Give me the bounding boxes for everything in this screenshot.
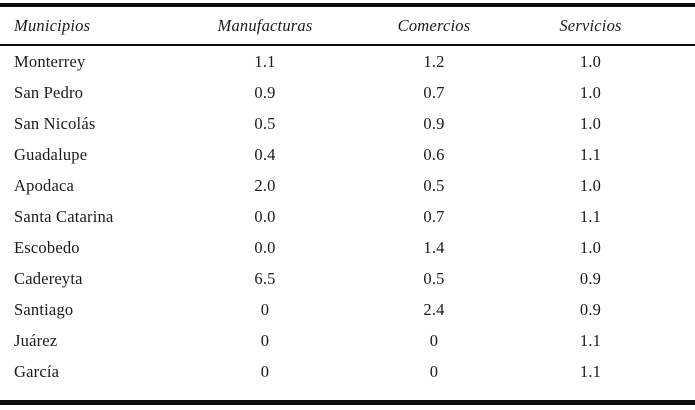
comercios-cell: 0.5 bbox=[423, 268, 445, 288]
municipios-table-container: Municipios Manufacturas Comercios Servic… bbox=[0, 3, 695, 405]
column-header-municipios: Municipios bbox=[0, 7, 190, 46]
servicios-cell: 1.0 bbox=[579, 51, 602, 71]
manufacturas-cell: 2.0 bbox=[254, 175, 276, 195]
municipio-cell: Juárez bbox=[14, 330, 58, 350]
comercios-cell: 0 bbox=[429, 330, 439, 350]
servicios-cell: 1.0 bbox=[579, 82, 602, 102]
column-header-servicios: Servicios bbox=[528, 7, 695, 46]
comercios-cell: 0 bbox=[429, 361, 439, 381]
servicios-cell: 1.1 bbox=[579, 206, 602, 226]
manufacturas-cell: 0.9 bbox=[254, 82, 276, 102]
comercios-cell: 2.4 bbox=[423, 299, 445, 319]
manufacturas-cell: 0.5 bbox=[254, 113, 276, 133]
table-row-cadereyta: Cadereyta 6.5 0.5 0.9 bbox=[0, 263, 695, 294]
table-row-juarez: Juárez 0 0 1.1 bbox=[0, 325, 695, 356]
comercios-cell: 0.7 bbox=[423, 206, 445, 226]
table-row-guadalupe: Guadalupe 0.4 0.6 1.1 bbox=[0, 139, 695, 170]
municipio-cell: San Pedro bbox=[14, 82, 84, 102]
municipio-cell: Guadalupe bbox=[14, 144, 88, 164]
manufacturas-cell: 0 bbox=[260, 299, 270, 319]
manufacturas-cell: 0 bbox=[260, 330, 270, 350]
municipio-cell: Monterrey bbox=[14, 51, 86, 71]
servicios-cell: 1.1 bbox=[579, 330, 602, 350]
comercios-cell: 0.6 bbox=[423, 144, 445, 164]
servicios-cell: 1.0 bbox=[579, 237, 602, 257]
manufacturas-cell: 0.4 bbox=[254, 144, 276, 164]
municipios-table: Municipios Manufacturas Comercios Servic… bbox=[0, 7, 695, 387]
municipio-cell: García bbox=[14, 361, 60, 381]
comercios-cell: 1.4 bbox=[423, 237, 445, 257]
servicios-cell: 1.1 bbox=[579, 361, 602, 381]
servicios-cell: 1.0 bbox=[579, 113, 602, 133]
municipio-cell: Escobedo bbox=[14, 237, 80, 257]
servicios-cell: 0.9 bbox=[579, 299, 602, 319]
header-row: Municipios Manufacturas Comercios Servic… bbox=[0, 7, 695, 46]
comercios-cell: 1.2 bbox=[423, 51, 445, 71]
municipio-cell: Cadereyta bbox=[14, 268, 83, 288]
manufacturas-cell: 1.1 bbox=[254, 51, 276, 71]
table-row-santiago: Santiago 0 2.4 0.9 bbox=[0, 294, 695, 325]
column-header-manufacturas: Manufacturas bbox=[190, 7, 340, 46]
comercios-cell: 0.5 bbox=[423, 175, 445, 195]
municipio-cell: Santa Catarina bbox=[14, 206, 114, 226]
manufacturas-cell: 0.0 bbox=[254, 237, 276, 257]
table-row-escobedo: Escobedo 0.0 1.4 1.0 bbox=[0, 232, 695, 263]
manufacturas-cell: 0 bbox=[260, 361, 270, 381]
table-row-garcia: García 0 0 1.1 bbox=[0, 356, 695, 387]
table-row-san-nicolas: San Nicolás 0.5 0.9 1.0 bbox=[0, 108, 695, 139]
municipio-cell: San Nicolás bbox=[14, 113, 96, 133]
servicios-cell: 1.0 bbox=[579, 175, 602, 195]
table-row-monterrey: Monterrey 1.1 1.2 1.0 bbox=[0, 45, 695, 77]
table-row-apodaca: Apodaca 2.0 0.5 1.0 bbox=[0, 170, 695, 201]
table-row-santa-catarina: Santa Catarina 0.0 0.7 1.1 bbox=[0, 201, 695, 232]
comercios-cell: 0.9 bbox=[423, 113, 445, 133]
table-row-san-pedro: San Pedro 0.9 0.7 1.0 bbox=[0, 77, 695, 108]
municipio-cell: Apodaca bbox=[14, 175, 75, 195]
servicios-cell: 1.1 bbox=[579, 144, 602, 164]
manufacturas-cell: 6.5 bbox=[254, 268, 276, 288]
column-header-comercios: Comercios bbox=[340, 7, 528, 46]
servicios-cell: 0.9 bbox=[579, 268, 602, 288]
comercios-cell: 0.7 bbox=[423, 82, 445, 102]
manufacturas-cell: 0.0 bbox=[254, 206, 276, 226]
municipio-cell: Santiago bbox=[14, 299, 74, 319]
